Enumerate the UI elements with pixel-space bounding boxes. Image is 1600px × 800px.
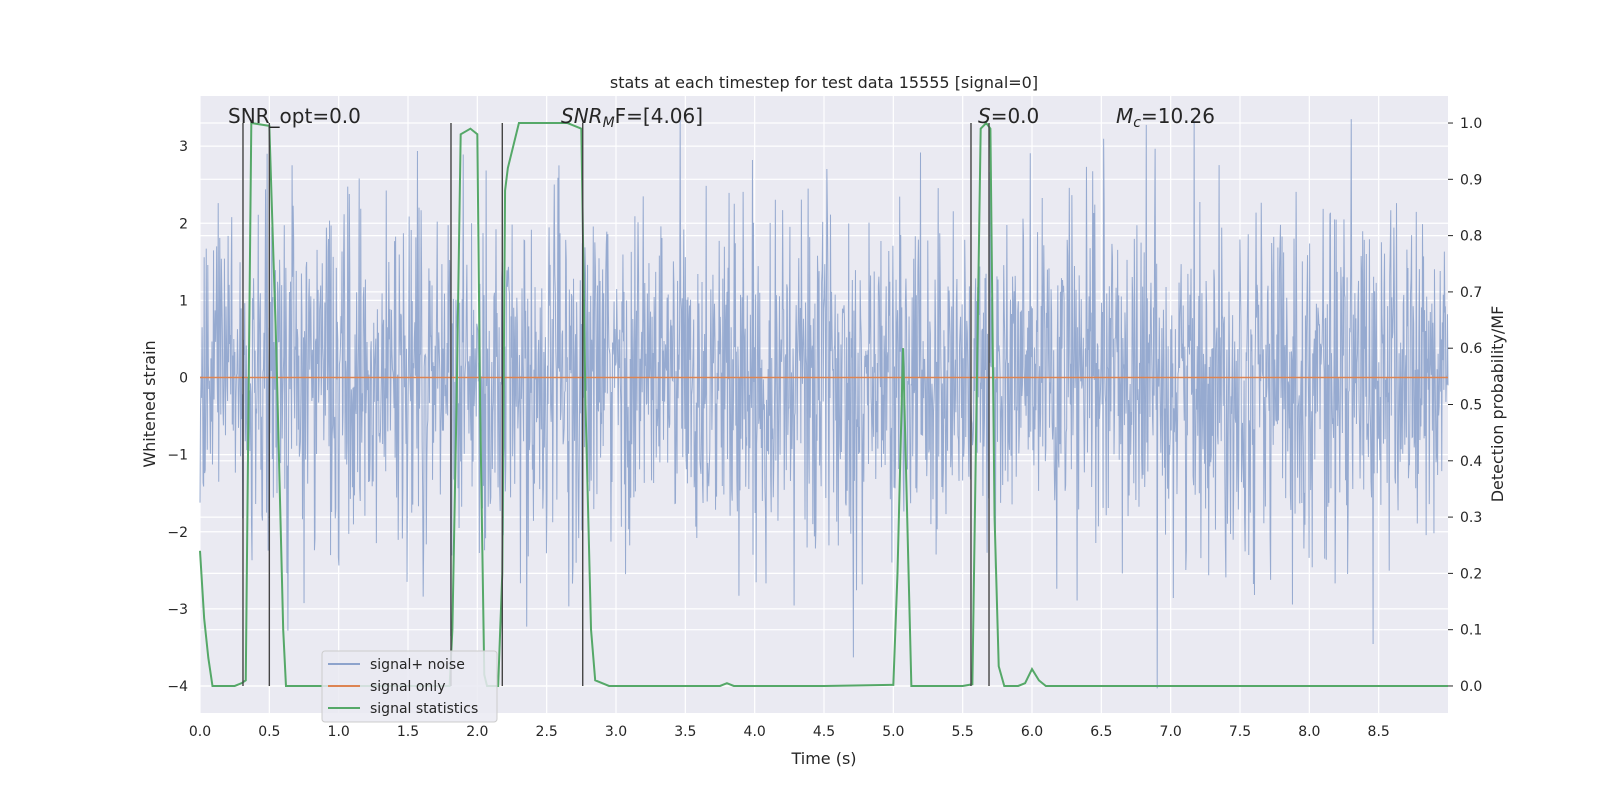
chart-title: stats at each timestep for test data 155… [610, 73, 1038, 92]
annotation-mc: Mc=10.26 [1116, 104, 1215, 131]
y-left-tick-label: 0 [179, 371, 188, 387]
x-tick-label: 1.5 [397, 724, 419, 740]
x-tick-label: 2.0 [466, 724, 488, 740]
y-right-tick-label: 0.7 [1460, 285, 1482, 301]
y-right-tick-label: 0.9 [1460, 172, 1482, 188]
y-axis-right-label: Detection probability/MF [1488, 306, 1507, 503]
x-tick-label: 2.5 [536, 724, 558, 740]
y-right-tick-label: 0.5 [1460, 398, 1482, 414]
x-axis-ticks: 0.0 0.5 1.0 1.5 2.0 2.5 3.0 3.5 4.0 4.5 5.0 5.5 6.0 6… [189, 724, 1390, 740]
y-left-tick-label: 2 [179, 216, 188, 232]
x-tick-label: 3.5 [674, 724, 696, 740]
y-right-tick-label: 1.0 [1460, 116, 1482, 132]
y-left-tick-label: 1 [179, 293, 188, 309]
y-axis-left-label: Whitened strain [140, 340, 159, 467]
y-left-tick-label: −2 [167, 525, 188, 541]
vertical-markers [242, 123, 990, 686]
annotation-mc-tail: =10.26 [1141, 104, 1215, 128]
y-right-tick-label: 0.0 [1460, 679, 1482, 695]
x-tick-label: 8.5 [1368, 724, 1390, 740]
annotation-snr-mf-main: SNR [561, 104, 603, 128]
signal-statistics-series [199, 121, 1448, 687]
x-tick-label: 0.0 [189, 724, 211, 740]
signal-noise-line [199, 119, 1449, 689]
legend-label-stats: signal statistics [370, 701, 478, 717]
y-right-tick-label: 0.4 [1460, 454, 1482, 470]
x-tick-label: 6.5 [1090, 724, 1112, 740]
y-left-tick-label: −4 [167, 679, 188, 695]
x-tick-label: 3.0 [605, 724, 627, 740]
legend-label-noise: signal+ noise [370, 657, 465, 673]
annotation-s-tail: =0.0 [991, 104, 1040, 128]
y-right-tick-label: 0.3 [1460, 510, 1482, 526]
legend-box [321, 650, 498, 723]
signal-statistics-line [199, 121, 1448, 687]
y-left-tick-label: −3 [167, 602, 188, 618]
y-right-tick-label: 0.2 [1460, 566, 1482, 582]
y-axis-right-ticks: 1.0 0.9 0.8 0.7 0.6 0.5 0.4 0.3 0.2 0.1 0.0 [1448, 116, 1482, 695]
annotation-snr-mf: SNRMF=[4.06] [561, 104, 703, 131]
y-axis-left-ticks: 3 2 1 0 −1 −2 −3 −4 [167, 139, 188, 695]
annotation-mc-sub: c [1133, 115, 1141, 131]
annotation-snr-opt: SNR_opt=0.0 [228, 104, 361, 128]
x-tick-label: 5.0 [882, 724, 904, 740]
annotation-snr-mf-sub: M [603, 115, 615, 131]
y-left-tick-label: −1 [167, 448, 188, 464]
x-tick-label: 4.0 [744, 724, 766, 740]
x-tick-label: 5.5 [952, 724, 974, 740]
y-right-tick-label: 0.1 [1460, 623, 1482, 639]
legend-label-signal: signal only [370, 679, 445, 695]
x-tick-label: 1.0 [328, 724, 350, 740]
annotation-s-label: S [978, 104, 991, 128]
y-left-tick-label: 3 [179, 139, 188, 155]
signal-noise-series [199, 119, 1449, 689]
x-tick-label: 4.5 [813, 724, 835, 740]
annotation-mc-label: M [1116, 104, 1133, 128]
x-tick-label: 0.5 [258, 724, 280, 740]
x-tick-label: 6.0 [1021, 724, 1043, 740]
y-right-tick-label: 0.8 [1460, 229, 1482, 245]
x-axis-label: Time (s) [790, 749, 856, 768]
x-tick-label: 8.0 [1298, 724, 1320, 740]
x-tick-label: 7.0 [1160, 724, 1182, 740]
y-right-tick-label: 0.6 [1460, 341, 1482, 357]
annotation-snr-mf-tail: F=[4.06] [615, 104, 703, 128]
legend: signal+ noise signal only signal statist… [321, 650, 498, 723]
x-tick-label: 7.5 [1229, 724, 1251, 740]
annotation-s: S=0.0 [978, 104, 1039, 128]
